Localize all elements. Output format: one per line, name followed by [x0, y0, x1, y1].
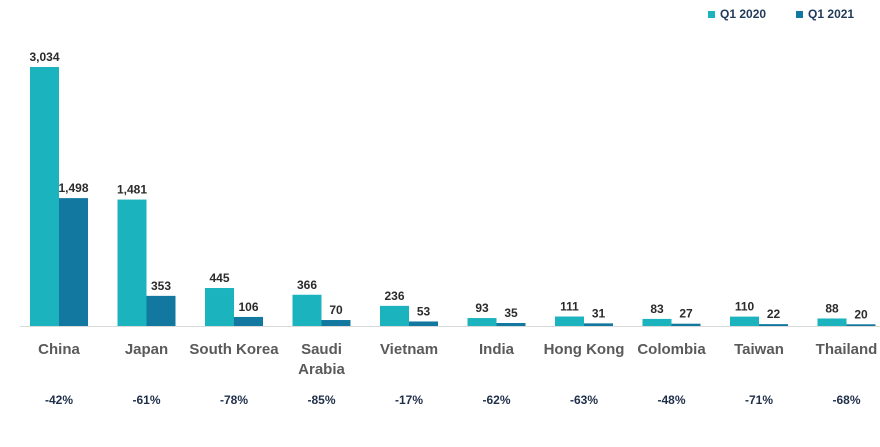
- data-label-thailand-q1-2020: 88: [825, 301, 839, 315]
- bar-vietnam-q1-2021: [409, 321, 438, 326]
- data-label-saudi-arabia-q1-2021: 70: [329, 303, 343, 317]
- legend-label-q1-2020: Q1 2020: [720, 7, 767, 21]
- bar-india-q1-2020: [467, 318, 497, 326]
- bar-china-q1-2020: [30, 67, 59, 326]
- legend-label-q1-2021: Q1 2021: [808, 7, 855, 21]
- bar-south-korea-q1-2021: [234, 316, 263, 326]
- legend: Q1 2020 Q1 2021: [708, 7, 854, 21]
- bar-colombia-q1-2020: [642, 318, 672, 326]
- change-label-hong-kong: -63%: [570, 393, 598, 407]
- bar-japan-q1-2021: [146, 295, 176, 326]
- bar-hong-kong-q1-2021: [584, 323, 613, 326]
- category-label-thailand: Thailand: [816, 341, 878, 358]
- data-label-vietnam-q1-2021: 53: [417, 304, 431, 318]
- bar-taiwan-q1-2020: [730, 316, 759, 326]
- legend-item-q1-2021: Q1 2021: [796, 7, 854, 21]
- bar-saudi-arabia-q1-2020: [292, 294, 322, 326]
- data-label-vietnam-q1-2020: 236: [384, 289, 404, 303]
- bar-japan-q1-2020: [117, 199, 147, 326]
- bar-taiwan-q1-2021: [759, 324, 788, 326]
- category-label-line: India: [479, 341, 515, 358]
- change-label-taiwan: -71%: [745, 393, 773, 407]
- bar-vietnam-q1-2020: [380, 305, 409, 326]
- change-label-india: -62%: [482, 393, 510, 407]
- data-label-thailand-q1-2021: 20: [854, 307, 868, 321]
- data-label-taiwan-q1-2021: 22: [767, 307, 781, 321]
- category-label-line: Arabia: [298, 361, 345, 378]
- category-label-line: Taiwan: [734, 341, 784, 358]
- category-label-japan: Japan: [125, 341, 168, 358]
- data-label-japan-q1-2020: 1,481: [117, 183, 147, 197]
- change-label-vietnam: -17%: [395, 393, 423, 407]
- bar-colombia-q1-2021: [671, 323, 701, 326]
- data-label-south-korea-q1-2021: 106: [238, 300, 258, 314]
- category-label-line: Saudi: [301, 341, 342, 358]
- legend-swatch-q1-2020: [708, 10, 715, 18]
- change-label-japan: -61%: [132, 393, 160, 407]
- category-label-line: Japan: [125, 341, 168, 358]
- category-label-line: Thailand: [816, 341, 878, 358]
- change-label-colombia: -48%: [657, 393, 685, 407]
- data-label-south-korea-q1-2020: 445: [209, 271, 229, 285]
- legend-item-q1-2020: Q1 2020: [708, 7, 766, 21]
- category-label-line: Hong Kong: [544, 341, 625, 358]
- data-label-india-q1-2020: 93: [475, 301, 489, 315]
- bar-china-q1-2021: [59, 198, 88, 326]
- bar-thailand-q1-2021: [846, 324, 876, 326]
- data-label-taiwan-q1-2020: 110: [735, 300, 755, 314]
- change-label-china: -42%: [45, 393, 73, 407]
- data-label-hong-kong-q1-2020: 111: [560, 300, 579, 314]
- category-label-hong-kong: Hong Kong: [544, 341, 625, 358]
- data-label-japan-q1-2021: 353: [151, 279, 171, 293]
- change-label-saudi-arabia: -85%: [307, 393, 335, 407]
- bar-south-korea-q1-2020: [205, 288, 234, 326]
- data-label-colombia-q1-2020: 83: [650, 302, 664, 316]
- data-label-china-q1-2020: 3,034: [29, 50, 59, 64]
- bar-saudi-arabia-q1-2021: [321, 320, 351, 326]
- data-label-hong-kong-q1-2021: 31: [592, 306, 606, 320]
- change-label-thailand: -68%: [832, 393, 860, 407]
- category-label-line: Colombia: [637, 341, 706, 358]
- category-label-colombia: Colombia: [637, 341, 706, 358]
- legend-swatch-q1-2021: [796, 10, 804, 18]
- category-label-vietnam: Vietnam: [380, 341, 438, 358]
- data-label-china-q1-2021: 1,498: [58, 181, 88, 195]
- category-label-line: South Korea: [189, 341, 279, 358]
- category-label-china: China: [38, 341, 80, 358]
- bar-thailand-q1-2020: [817, 318, 847, 326]
- category-label-line: Vietnam: [380, 341, 438, 358]
- category-label-south-korea: South Korea: [189, 341, 279, 358]
- bar-india-q1-2021: [496, 323, 526, 326]
- category-label-saudi-arabia: Saudi Arabia: [298, 341, 345, 378]
- bar-hong-kong-q1-2020: [555, 316, 584, 326]
- data-label-colombia-q1-2021: 27: [679, 307, 693, 321]
- category-label-taiwan: Taiwan: [734, 341, 784, 358]
- category-label-line: China: [38, 341, 80, 358]
- category-label-india: India: [479, 341, 515, 358]
- data-label-saudi-arabia-q1-2020: 366: [297, 278, 317, 292]
- change-label-south-korea: -78%: [220, 393, 248, 407]
- data-label-india-q1-2021: 35: [504, 306, 518, 320]
